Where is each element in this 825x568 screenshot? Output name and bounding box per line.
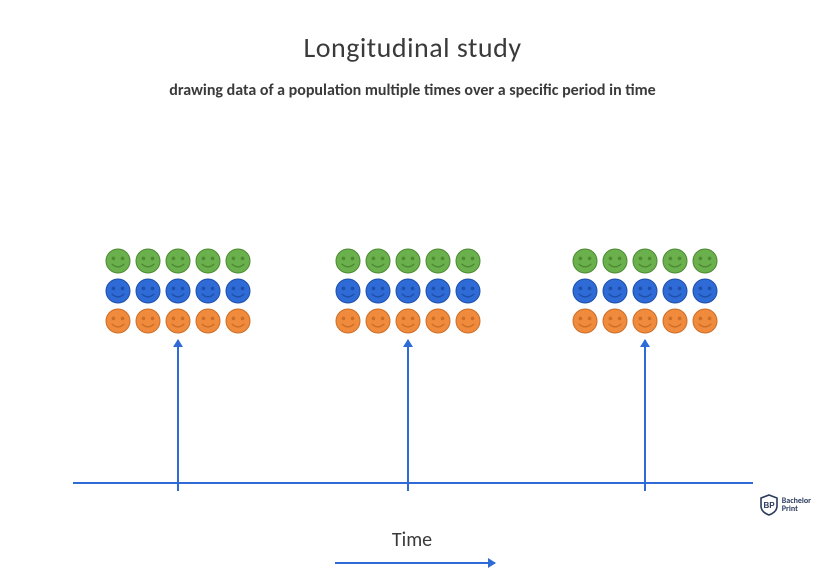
smiley-face-icon	[105, 308, 131, 334]
smiley-face-icon	[395, 248, 421, 274]
vertical-arrow-icon	[644, 340, 646, 478]
smiley-face-icon	[335, 248, 361, 274]
face-row	[335, 278, 481, 304]
timeline-axis	[73, 482, 753, 484]
smiley-face-icon	[395, 278, 421, 304]
population-group	[335, 248, 481, 334]
smiley-face-icon	[365, 248, 391, 274]
smiley-face-icon	[135, 308, 161, 334]
face-row	[105, 248, 251, 274]
population-group	[572, 248, 718, 334]
face-row	[105, 308, 251, 334]
smiley-face-icon	[165, 308, 191, 334]
face-row	[105, 278, 251, 304]
smiley-face-icon	[572, 278, 598, 304]
smiley-face-icon	[602, 278, 628, 304]
smiley-face-icon	[195, 248, 221, 274]
smiley-face-icon	[602, 308, 628, 334]
time-axis-label: Time	[372, 528, 452, 552]
smiley-face-icon	[572, 248, 598, 274]
smiley-face-icon	[692, 248, 718, 274]
smiley-face-icon	[135, 278, 161, 304]
face-row	[572, 278, 718, 304]
smiley-face-icon	[225, 308, 251, 334]
timeline-tick	[644, 473, 646, 491]
smiley-face-icon	[425, 308, 451, 334]
smiley-face-icon	[455, 278, 481, 304]
smiley-face-icon	[455, 248, 481, 274]
smiley-face-icon	[225, 248, 251, 274]
smiley-face-icon	[632, 308, 658, 334]
smiley-face-icon	[662, 308, 688, 334]
smiley-face-icon	[105, 278, 131, 304]
time-direction-arrow-icon	[335, 562, 495, 564]
smiley-face-icon	[602, 248, 628, 274]
face-row	[572, 308, 718, 334]
smiley-face-icon	[425, 248, 451, 274]
smiley-face-icon	[455, 308, 481, 334]
smiley-face-icon	[395, 308, 421, 334]
smiley-face-icon	[335, 308, 361, 334]
page-title: Longitudinal study	[0, 30, 825, 65]
smiley-face-icon	[662, 278, 688, 304]
smiley-face-icon	[692, 308, 718, 334]
smiley-face-icon	[572, 308, 598, 334]
population-group	[105, 248, 251, 334]
face-row	[335, 248, 481, 274]
smiley-face-icon	[135, 248, 161, 274]
smiley-face-icon	[165, 248, 191, 274]
logo-shield-icon: BP	[759, 494, 779, 516]
vertical-arrow-icon	[177, 340, 179, 478]
logo-text-top: Bachelor	[782, 497, 811, 505]
smiley-face-icon	[165, 278, 191, 304]
smiley-face-icon	[425, 278, 451, 304]
smiley-face-icon	[335, 278, 361, 304]
timeline-tick	[407, 473, 409, 491]
smiley-face-icon	[692, 278, 718, 304]
smiley-face-icon	[632, 248, 658, 274]
smiley-face-icon	[105, 248, 131, 274]
timeline-tick	[177, 473, 179, 491]
smiley-face-icon	[365, 308, 391, 334]
smiley-face-icon	[632, 278, 658, 304]
face-row	[572, 248, 718, 274]
vertical-arrow-icon	[407, 340, 409, 478]
face-row	[335, 308, 481, 334]
smiley-face-icon	[365, 278, 391, 304]
smiley-face-icon	[225, 278, 251, 304]
smiley-face-icon	[195, 278, 221, 304]
svg-text:BP: BP	[763, 501, 775, 510]
page-subtitle: drawing data of a population multiple ti…	[0, 81, 825, 100]
smiley-face-icon	[195, 308, 221, 334]
logo-text-bottom: Print	[782, 505, 811, 513]
smiley-face-icon	[662, 248, 688, 274]
brand-logo: BP Bachelor Print	[759, 494, 811, 516]
